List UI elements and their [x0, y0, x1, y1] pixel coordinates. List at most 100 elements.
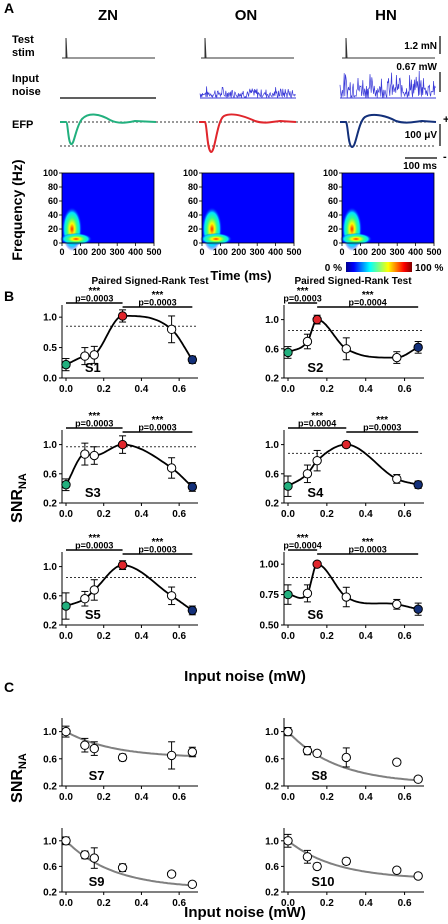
data-point: [413, 774, 423, 784]
x-tick-label: 0.4: [359, 792, 373, 803]
spectrogram-y-tick-label: 40: [328, 210, 338, 220]
p-value-right: p=0.0003: [138, 545, 176, 555]
spectrogram-hotspot-low: [60, 233, 92, 245]
test-label-left: Paired Signed-Rank Test: [91, 276, 209, 287]
panel-letter-a: A: [4, 0, 14, 16]
x-tick-label: 0.2: [97, 898, 111, 909]
x-tick-label: 0.2: [320, 792, 334, 803]
x-tick-label: 0.6: [398, 898, 412, 909]
x-tick-label: 0.0: [281, 898, 295, 909]
y-tick-label: 1.0: [43, 727, 57, 738]
efp-trace-hn: [340, 113, 437, 149]
x-tick-label: 0.4: [359, 631, 373, 642]
x-tick-label: 0.6: [172, 384, 186, 395]
data-point: [117, 560, 128, 570]
column-title-zn: ZN: [98, 7, 118, 24]
x-tick-label: 0.4: [134, 384, 148, 395]
y-tick-label: 0.5: [43, 343, 57, 354]
y-tick-label: 0.6: [43, 469, 57, 480]
data-point: [187, 747, 198, 757]
data-point: [89, 743, 99, 754]
noise-band: [339, 70, 436, 99]
spectrogram-y-tick-label: 100: [43, 168, 58, 178]
data-point: [80, 740, 90, 750]
chart-s8: 0.20.61.00.0 0.2 0.4 0.6S8: [265, 718, 424, 803]
data-point: [61, 359, 71, 370]
p-value-right: p=0.0003: [138, 298, 176, 308]
row-label-stim-1: Test: [12, 34, 34, 46]
sig-stars-right: ***: [152, 415, 164, 426]
p-value-right: p=0.0003: [138, 423, 176, 433]
x-tick-label: 0.6: [172, 898, 186, 909]
x-tick-label: 0.4: [359, 509, 373, 520]
input-noise-xlabel-c: Input noise (mW): [184, 904, 306, 921]
spectrogram-y-tick-label: 100: [323, 168, 338, 178]
data-point: [392, 757, 402, 767]
efp-trace-zn: [60, 113, 157, 146]
efp-scalebar-label: 100 μV: [405, 130, 438, 141]
y-tick-label: 0.2: [265, 499, 279, 510]
y-tick-label: 0.6: [265, 862, 279, 873]
spectrogram-x-tick-label: 0: [59, 247, 64, 257]
spectrogram-x-tick-label: 400: [128, 247, 143, 257]
stim-trace-zn: [62, 37, 155, 59]
y-tick-label: 1.0: [43, 836, 57, 847]
colorbar-max-label: 100 %: [415, 263, 443, 274]
sig-stars-left: ***: [88, 533, 100, 544]
y-tick-label: 0.0: [43, 374, 57, 385]
x-tick-label: 0.6: [172, 631, 186, 642]
spectrogram-y-tick-label: 80: [328, 182, 338, 192]
x-tick-label: 0.2: [97, 509, 111, 520]
spectrogram-x-tick-label: 500: [286, 247, 301, 257]
x-tick-label: 0.2: [320, 509, 334, 520]
data-point: [80, 351, 90, 361]
sig-stars-right: ***: [152, 537, 164, 548]
data-point: [89, 450, 99, 461]
column-title-on: ON: [235, 7, 258, 24]
y-tick-label: 0.2: [43, 782, 57, 793]
x-tick-label: 0.0: [59, 792, 73, 803]
spectrogram-x-tick-label: 200: [91, 247, 106, 257]
p-value-left: p=0.0003: [75, 419, 113, 429]
y-tick-label: 0.50: [260, 621, 280, 632]
colorbar: [346, 262, 412, 272]
noise-band: [199, 86, 296, 99]
spectrogram-hotspot-low: [340, 233, 372, 245]
spectrogram-y-tick-label: 0: [53, 238, 58, 248]
row-label-noise-2: noise: [12, 86, 41, 98]
spectrogram-y-tick-label: 0: [193, 238, 198, 248]
data-point: [80, 850, 90, 860]
y-tick-label: 0.2: [265, 782, 279, 793]
x-tick-label: 0.2: [320, 384, 334, 395]
spectrogram-x-tick-label: 0: [339, 247, 344, 257]
chart-s1: 0.00.51.00.0 0.2 0.4 0.6S1***p=0.0003 ***p=0…: [43, 286, 198, 395]
spectrogram-y-tick-label: 60: [48, 196, 58, 206]
spectrogram-frame: [341, 172, 435, 244]
chart-title: S7: [89, 768, 105, 783]
chart-title: S1: [85, 360, 101, 375]
snr-ylabel-b: SNRNA: [9, 473, 29, 523]
spectrogram-x-tick-label: 200: [371, 247, 386, 257]
y-tick-label: 0.75: [260, 590, 280, 601]
x-tick-label: 0.4: [359, 898, 373, 909]
spectrogram-y-tick-label: 40: [48, 210, 58, 220]
data-point: [61, 601, 71, 611]
data-point: [341, 592, 351, 602]
data-point: [166, 324, 177, 335]
sig-stars-left: ***: [297, 286, 309, 297]
y-tick-label: 0.6: [265, 754, 279, 765]
data-point: [392, 474, 402, 484]
stim-traces: [62, 37, 435, 59]
data-point: [166, 463, 177, 473]
data-point: [166, 869, 177, 879]
x-tick-label: 0.4: [134, 898, 148, 909]
x-tick-label: 0.2: [320, 631, 334, 642]
test-label-right: Paired Signed-Rank Test: [294, 276, 412, 287]
data-point: [302, 336, 313, 347]
y-tick-label: 1.0: [43, 313, 57, 324]
sig-stars-right: ***: [376, 415, 388, 426]
data-point: [117, 862, 128, 873]
efp-sign-minus: -: [443, 151, 447, 163]
